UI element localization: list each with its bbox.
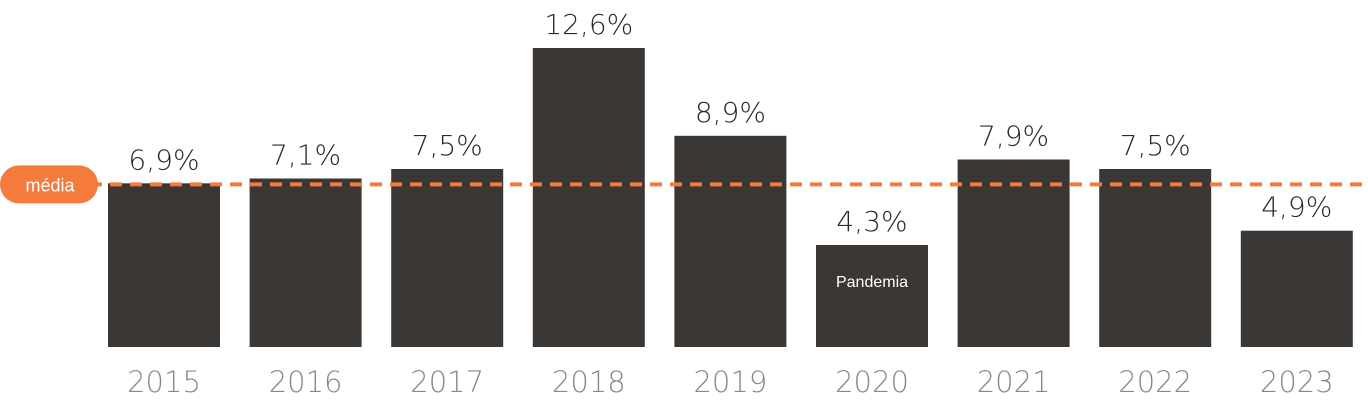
bar-2019	[674, 135, 787, 347]
value-label-2023: 4,9%	[1261, 191, 1332, 224]
labels-layer: 6,9% 2015 7,1% 2016 7,5% 2017 12,6% 2018 8,9% 201…	[127, 8, 1334, 399]
value-label-2021: 7,9%	[978, 120, 1049, 153]
value-label-2017: 7,5%	[412, 129, 483, 162]
x-tick-label-2015: 2015	[127, 365, 201, 399]
x-tick-label-2023: 2023	[1260, 365, 1334, 399]
average-label: média	[25, 175, 75, 195]
x-tick-label-2020: 2020	[835, 365, 909, 399]
x-tick-label-2018: 2018	[552, 365, 626, 399]
average-badge	[0, 165, 98, 204]
bar-2016	[249, 178, 362, 347]
bar-2022	[1099, 169, 1212, 347]
bars-layer	[108, 48, 1353, 347]
bar-2015	[108, 183, 220, 347]
value-label-2018: 12,6%	[544, 8, 633, 41]
value-label-2016: 7,1%	[270, 139, 341, 172]
value-label-2020: 4,3%	[836, 205, 907, 238]
annotation-label-2020: Pandemia	[836, 274, 908, 291]
value-label-2022: 7,5%	[1120, 129, 1191, 162]
bar-2017	[391, 169, 504, 347]
bar-2020	[816, 245, 928, 347]
x-tick-label-2022: 2022	[1118, 365, 1192, 399]
value-label-2015: 6,9%	[128, 143, 199, 176]
value-label-2019: 8,9%	[695, 96, 766, 129]
average-reference-line: média	[0, 165, 1368, 204]
bar-2021	[957, 159, 1070, 347]
x-tick-label-2016: 2016	[269, 365, 343, 399]
x-tick-label-2021: 2021	[977, 365, 1051, 399]
x-tick-label-2019: 2019	[693, 365, 767, 399]
bar-2018	[532, 48, 645, 347]
bar-2023	[1240, 230, 1353, 347]
x-tick-label-2017: 2017	[410, 365, 484, 399]
